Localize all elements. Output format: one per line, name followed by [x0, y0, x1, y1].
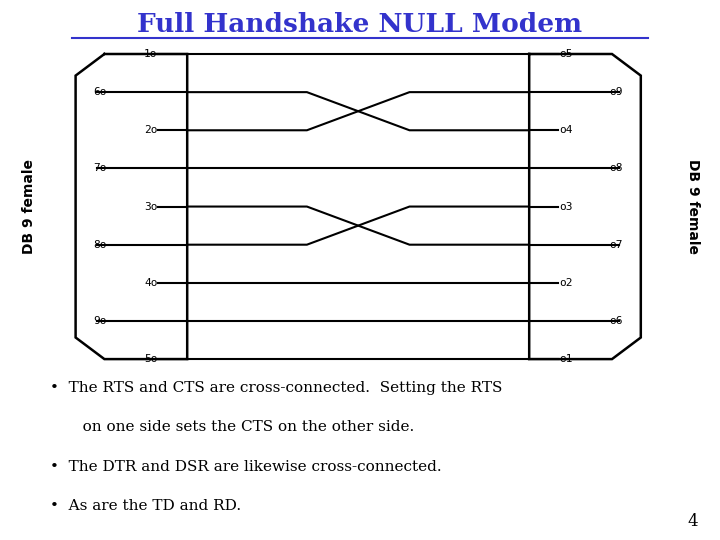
Text: o2: o2	[559, 278, 572, 288]
Text: 1o: 1o	[144, 49, 158, 59]
Text: o1: o1	[559, 354, 572, 364]
Text: 8o: 8o	[94, 240, 107, 249]
Text: o8: o8	[609, 164, 623, 173]
Text: 4: 4	[688, 514, 698, 530]
Text: o5: o5	[559, 49, 572, 59]
Text: 5o: 5o	[144, 354, 158, 364]
Text: •  The DTR and DSR are likewise cross-connected.: • The DTR and DSR are likewise cross-con…	[50, 460, 442, 474]
Text: o7: o7	[609, 240, 623, 249]
Text: on one side sets the CTS on the other side.: on one side sets the CTS on the other si…	[68, 420, 415, 434]
Text: o9: o9	[609, 87, 623, 97]
Text: 4o: 4o	[144, 278, 158, 288]
Text: Full Handshake NULL Modem: Full Handshake NULL Modem	[138, 12, 582, 37]
Text: 7o: 7o	[94, 164, 107, 173]
Text: DB 9 female: DB 9 female	[22, 159, 36, 254]
Text: •  The RTS and CTS are cross-connected.  Setting the RTS: • The RTS and CTS are cross-connected. S…	[50, 381, 503, 395]
Text: 9o: 9o	[94, 316, 107, 326]
Text: 3o: 3o	[144, 201, 158, 212]
Text: DB 9 female: DB 9 female	[685, 159, 700, 254]
Text: o6: o6	[609, 316, 623, 326]
Text: 6o: 6o	[94, 87, 107, 97]
Text: •  As are the TD and RD.: • As are the TD and RD.	[50, 499, 241, 513]
Text: o3: o3	[559, 201, 572, 212]
Text: o4: o4	[559, 125, 572, 136]
Text: 2o: 2o	[144, 125, 158, 136]
